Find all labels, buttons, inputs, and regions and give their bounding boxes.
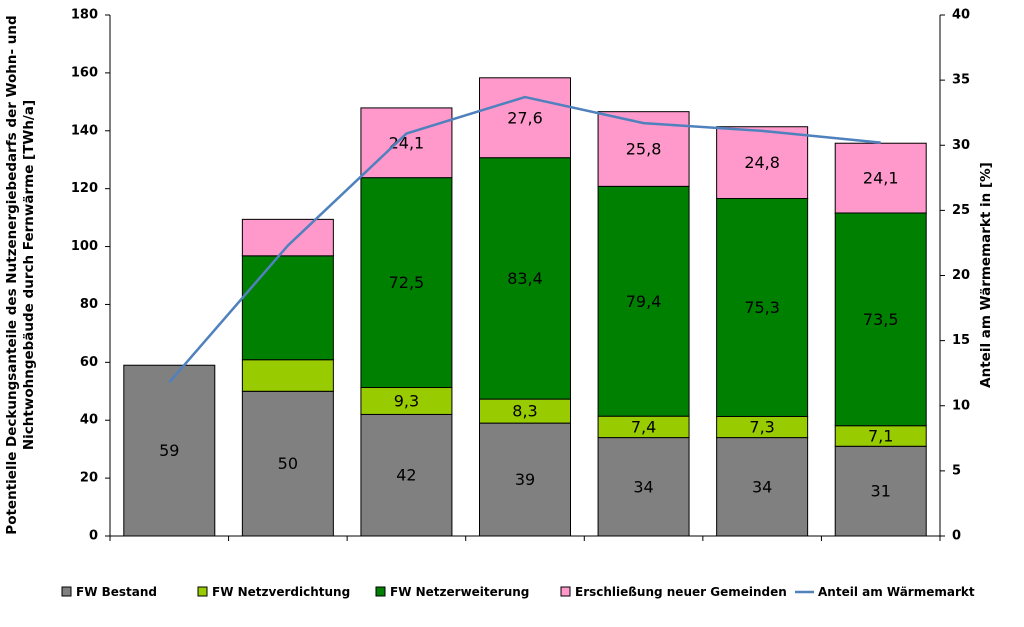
data-label: 27,6 bbox=[507, 108, 543, 127]
data-label: 7,3 bbox=[749, 418, 774, 437]
bar-segment-2-4 bbox=[479, 398, 571, 424]
bar-segment-3-6 bbox=[716, 198, 809, 417]
bar-segment-1-2 bbox=[241, 390, 334, 537]
bar-segment-1-1 bbox=[123, 364, 216, 537]
bar-segment-4-2 bbox=[241, 218, 334, 257]
data-label: 83,4 bbox=[507, 269, 543, 288]
y-axis-title-line: Nichtwohngebäude durch Fernwärme [TWh/a] bbox=[21, 100, 37, 450]
y2-tick-label: 40 bbox=[952, 8, 970, 23]
y-tick-label: 80 bbox=[80, 297, 98, 312]
data-label: 9,3 bbox=[394, 391, 419, 410]
y2-tick-label: 35 bbox=[952, 73, 970, 88]
legend-label: FW Netzverdichtung bbox=[212, 585, 350, 599]
y2-tick-label: 0 bbox=[952, 529, 961, 544]
bar-segment-3-4 bbox=[479, 157, 571, 400]
bar-segment-1-5 bbox=[597, 437, 690, 537]
bar-segment-4-6 bbox=[716, 126, 809, 200]
bars-layer bbox=[123, 77, 927, 537]
y-tick-label: 20 bbox=[80, 471, 98, 486]
y2-axis-title-text: Anteil am Wärmemarkt in [%] bbox=[978, 162, 994, 388]
data-label: 50 bbox=[278, 454, 298, 473]
y-axis-title: Potentielle Deckungsanteile des Nutzener… bbox=[4, 15, 37, 534]
y2-tick-label: 15 bbox=[952, 333, 970, 348]
data-label: 59 bbox=[159, 441, 179, 460]
y-tick-label: 100 bbox=[71, 239, 98, 254]
y-tick-label: 140 bbox=[71, 123, 98, 138]
y-tick-label: 40 bbox=[80, 413, 98, 428]
data-label: 73,5 bbox=[863, 310, 899, 329]
line-series bbox=[168, 95, 881, 384]
y-tick-label: 120 bbox=[71, 181, 98, 196]
y2-tick-label: 5 bbox=[952, 463, 961, 478]
bar-segment-2-3 bbox=[360, 387, 453, 415]
y2-tick-label: 20 bbox=[952, 268, 970, 283]
bar-segment-1-7 bbox=[834, 445, 927, 537]
legend-swatch-1 bbox=[61, 586, 72, 597]
y2-tick-label: 30 bbox=[952, 138, 970, 153]
data-label: 7,4 bbox=[631, 417, 656, 436]
bar-segment-2-2 bbox=[241, 359, 334, 392]
bar-segment-3-2 bbox=[241, 255, 334, 361]
data-label: 31 bbox=[871, 482, 891, 501]
data-label: 34 bbox=[633, 477, 653, 496]
data-label: 42 bbox=[396, 466, 416, 485]
data-label: 24,1 bbox=[863, 169, 899, 188]
y2-axis-title: Anteil am Wärmemarkt in [%] bbox=[978, 162, 994, 388]
legend-label: Anteil am Wärmemarkt bbox=[818, 585, 975, 599]
legend-swatch-3 bbox=[375, 586, 386, 597]
data-label: 72,5 bbox=[389, 273, 425, 292]
y-tick-label: 0 bbox=[89, 529, 98, 544]
y-tick-label: 60 bbox=[80, 355, 98, 370]
bar-segment-4-4 bbox=[479, 77, 571, 159]
y2-tick-label: 10 bbox=[952, 398, 970, 413]
bar-segment-4-3 bbox=[360, 107, 453, 179]
y-axis-title-text: Potentielle Deckungsanteile des Nutzener… bbox=[4, 15, 37, 534]
axes-layer: 0 20 40 60 80 100 120 140 160 180 0 5 10 15 20 25 30 35 40 bbox=[71, 8, 970, 544]
legend-swatch-2 bbox=[197, 586, 208, 597]
data-label: 24,8 bbox=[744, 153, 780, 172]
bar-labels-layer: 59 50 42 9,3 72,5 24,1 39 8,3 83,4 27,6 34 7,4 79,4 2… bbox=[159, 108, 898, 500]
legend-label: FW Bestand bbox=[76, 585, 157, 599]
legend: FW Bestand FW Netzverdichtung FW Netzerwei… bbox=[61, 585, 975, 599]
y2-tick-label: 25 bbox=[952, 203, 970, 218]
data-label: 75,3 bbox=[744, 298, 780, 317]
legend-label: Erschließung neuer Gemeinden bbox=[575, 585, 787, 599]
data-label: 25,8 bbox=[626, 140, 662, 159]
y-tick-label: 160 bbox=[71, 65, 98, 80]
legend-swatch-4 bbox=[560, 586, 571, 597]
bar-segment-1-6 bbox=[716, 437, 809, 537]
bar-segment-3-3 bbox=[360, 177, 453, 389]
data-label: 24,1 bbox=[389, 133, 425, 152]
legend-label: FW Netzerweiterung bbox=[390, 585, 529, 599]
bar-segment-4-7 bbox=[834, 142, 927, 214]
y-tick-label: 180 bbox=[71, 8, 98, 23]
bar-segment-3-7 bbox=[834, 212, 927, 427]
bar-segment-3-5 bbox=[597, 185, 690, 417]
data-label: 79,4 bbox=[626, 292, 662, 311]
data-label: 7,1 bbox=[868, 427, 893, 446]
data-label: 8,3 bbox=[512, 402, 537, 421]
data-label: 34 bbox=[752, 477, 772, 496]
y-axis-title-line: Potentielle Deckungsanteile des Nutzener… bbox=[4, 15, 20, 534]
line-layer bbox=[168, 95, 881, 384]
data-label: 39 bbox=[515, 470, 535, 489]
